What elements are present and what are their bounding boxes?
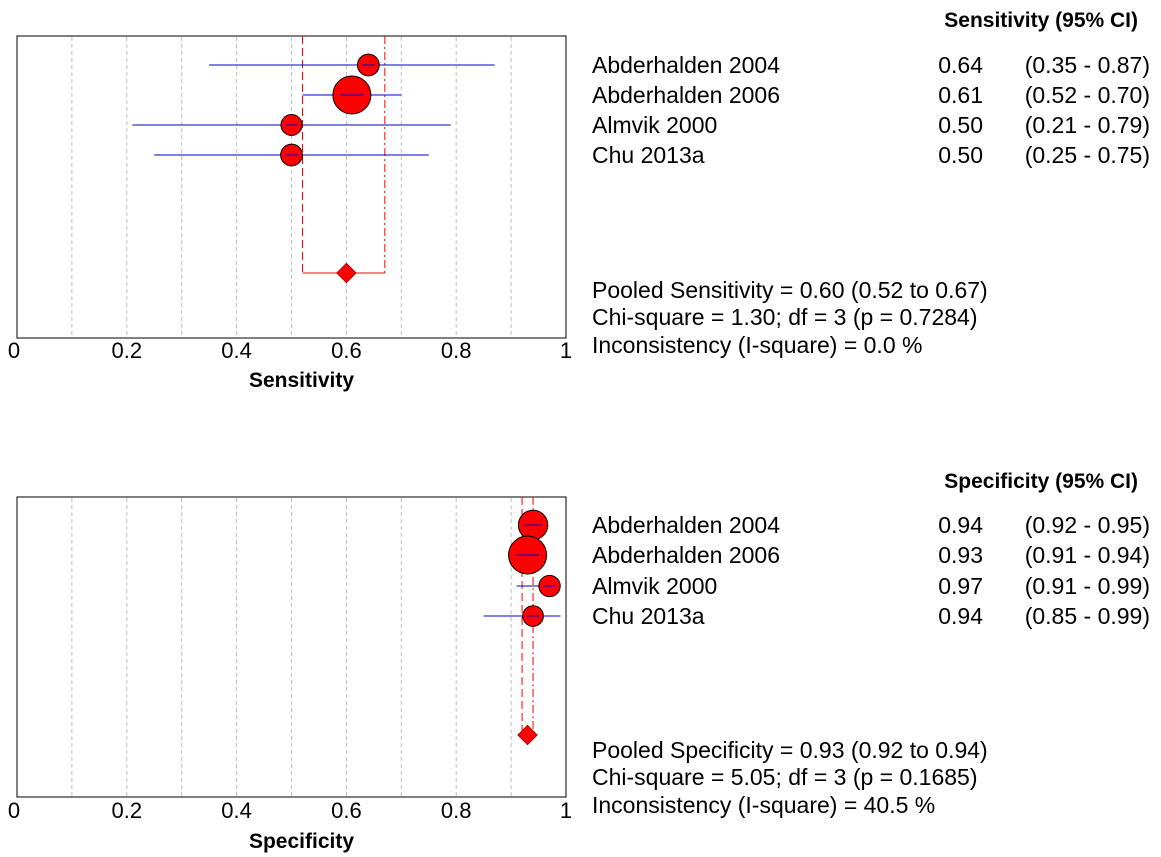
study-estimate: 0.61 bbox=[938, 82, 983, 108]
x-tick-label: 0.6 bbox=[331, 798, 362, 823]
study-name: Abderhalden 2006 bbox=[592, 542, 780, 568]
pooled-diamond bbox=[336, 262, 357, 284]
pooled-diamond bbox=[517, 724, 538, 746]
study-estimate: 0.50 bbox=[938, 142, 983, 168]
x-tick-label: 1 bbox=[560, 798, 572, 823]
study-ci-text: (0.21 - 0.79) bbox=[1025, 112, 1150, 138]
summary-line: Inconsistency (I-square) = 0.0 % bbox=[592, 332, 922, 358]
x-tick-label: 0.4 bbox=[221, 798, 252, 823]
study-ci-text: (0.85 - 0.99) bbox=[1025, 603, 1150, 629]
plot-frame bbox=[16, 35, 567, 339]
x-tick-label: 0.2 bbox=[112, 798, 143, 823]
x-tick-label: 0.2 bbox=[112, 338, 143, 363]
summary-line: Inconsistency (I-square) = 40.5 % bbox=[592, 792, 935, 818]
study-name: Chu 2013a bbox=[592, 142, 705, 168]
x-axis-label: Sensitivity bbox=[249, 369, 354, 392]
study-ci-text: (0.92 - 0.95) bbox=[1025, 512, 1150, 538]
study-estimate: 0.97 bbox=[938, 573, 983, 599]
column-header: Specificity (95% CI) bbox=[944, 470, 1138, 493]
specificity-panel: Abderhalden 2004 0.94 (0.92 - 0.95) Abderha… bbox=[8, 470, 1150, 853]
study-estimate: 0.94 bbox=[938, 603, 983, 629]
x-tick-label: 0 bbox=[8, 338, 20, 363]
plot-frame bbox=[16, 496, 567, 798]
study-name: Abderhalden 2004 bbox=[592, 52, 780, 78]
study-ci-text: (0.91 - 0.94) bbox=[1025, 542, 1150, 568]
study-ci-text: (0.91 - 0.99) bbox=[1025, 573, 1150, 599]
x-tick-label: 0.4 bbox=[221, 338, 252, 363]
summary-line: Pooled Sensitivity = 0.60 (0.52 to 0.67) bbox=[592, 277, 988, 303]
x-tick-label: 0.8 bbox=[441, 338, 472, 363]
study-ci-text: (0.25 - 0.75) bbox=[1025, 142, 1150, 168]
study-name: Almvik 2000 bbox=[592, 112, 717, 138]
study-name: Almvik 2000 bbox=[592, 573, 717, 599]
study-ci-text: (0.52 - 0.70) bbox=[1025, 82, 1150, 108]
x-axis-label: Specificity bbox=[249, 830, 354, 853]
study-estimate: 0.50 bbox=[938, 112, 983, 138]
study-estimate: 0.94 bbox=[938, 512, 983, 538]
x-tick-label: 0.8 bbox=[441, 798, 472, 823]
sensitivity-panel: Abderhalden 2004 0.64 (0.35 - 0.87) Abderha… bbox=[8, 9, 1150, 392]
x-tick-label: 0 bbox=[8, 798, 20, 823]
summary-line: Pooled Specificity = 0.93 (0.92 to 0.94) bbox=[592, 737, 988, 763]
summary-line: Chi-square = 1.30; df = 3 (p = 0.7284) bbox=[592, 304, 978, 330]
study-name: Abderhalden 2004 bbox=[592, 512, 780, 538]
study-name: Chu 2013a bbox=[592, 603, 705, 629]
summary-line: Chi-square = 5.05; df = 3 (p = 0.1685) bbox=[592, 764, 978, 790]
column-header: Sensitivity (95% CI) bbox=[944, 9, 1138, 32]
x-tick-label: 0.6 bbox=[331, 338, 362, 363]
study-ci-text: (0.35 - 0.87) bbox=[1025, 52, 1150, 78]
study-name: Abderhalden 2006 bbox=[592, 82, 780, 108]
x-tick-label: 1 bbox=[560, 338, 572, 363]
study-estimate: 0.64 bbox=[938, 52, 983, 78]
study-estimate: 0.93 bbox=[938, 542, 983, 568]
